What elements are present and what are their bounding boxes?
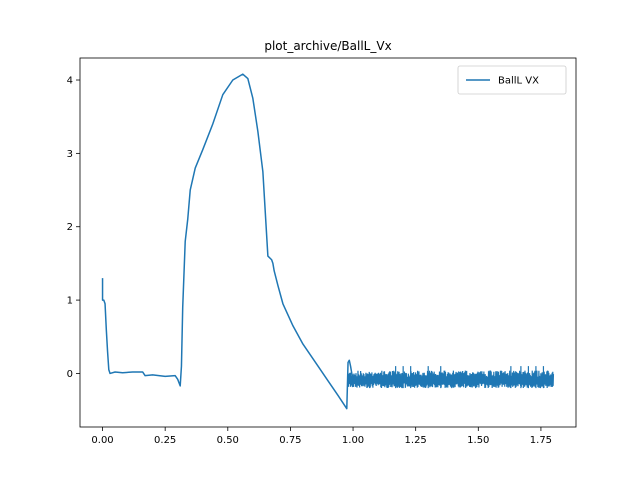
- y-tick-label: 1: [67, 296, 73, 307]
- series-line: [101, 73, 554, 410]
- x-tick-label: 0.50: [217, 435, 239, 446]
- axes: 0.00 0.25 0.50 0.75 1.00 1.25 1.50 1.75 0 1 2 3 4: [67, 57, 577, 446]
- x-tick-label: 1.75: [530, 435, 552, 446]
- series-noise-band: [347, 366, 555, 389]
- y-tick-label: 2: [67, 222, 73, 233]
- x-tick-label: 1.25: [405, 435, 427, 446]
- x-tick-label: 0.25: [154, 435, 176, 446]
- y-tick-label: 4: [67, 76, 73, 87]
- legend-box: [457, 65, 567, 95]
- x-tick-label: 0.00: [91, 435, 113, 446]
- x-tick-label: 1.00: [342, 435, 364, 446]
- y-tick-label: 0: [67, 369, 73, 380]
- chart-title: plot_archive/BallL_Vx: [264, 39, 391, 53]
- plot-area: [101, 73, 555, 410]
- legend: BallL VX: [457, 65, 567, 95]
- x-tick-label: 0.75: [279, 435, 301, 446]
- legend-label: BallL VX: [498, 76, 539, 87]
- axes-frame: [79, 57, 577, 428]
- x-tick-label: 1.50: [467, 435, 489, 446]
- y-tick-label: 3: [67, 149, 73, 160]
